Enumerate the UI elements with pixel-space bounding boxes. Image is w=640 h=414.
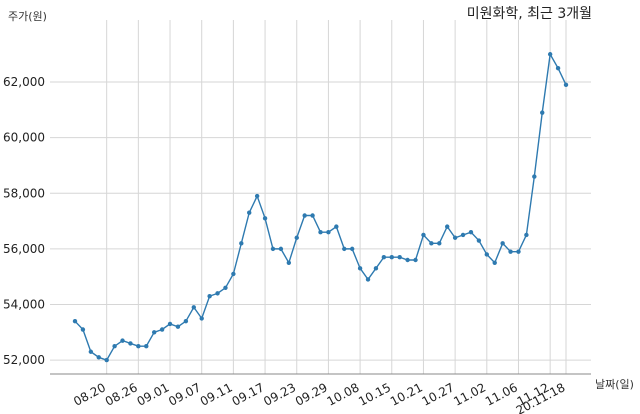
x-tick-label: 08.26 [103,380,140,408]
x-tick-label: 09.07 [166,380,203,408]
price-point [397,255,402,260]
price-point [310,213,315,218]
price-point [120,338,125,343]
y-tick-label: 56,000 [3,242,45,256]
price-point [199,316,204,321]
x-tick-label: 10.27 [420,380,457,408]
y-tick-label: 54,000 [3,297,45,311]
price-point [389,255,394,260]
price-point [547,52,553,57]
price-point [88,349,94,354]
price-point [302,213,307,218]
price-point [429,241,434,246]
chart-title: 미원화학, 최근 3개월 [467,6,592,22]
y-axis-title: 주가(원) [8,10,47,23]
price-point [555,65,561,71]
price-point [128,341,133,346]
price-point [413,257,418,263]
y-tick-label: 52,000 [3,353,45,367]
x-tick-label: 10.21 [388,380,425,408]
price-point [294,235,299,240]
price-point [167,321,173,327]
price-point [476,238,482,243]
price-point [484,252,490,257]
price-point [254,193,260,199]
price-point [460,232,466,238]
x-tick-label: 09.01 [135,380,172,408]
vertical-gridlines [106,20,567,374]
price-point [326,229,331,235]
y-tick-label: 62,000 [3,75,45,89]
price-point [151,330,157,335]
price-point [286,260,292,265]
price-point [207,293,212,299]
y-tick-label: 58,000 [3,186,45,200]
x-tick-label: 09.23 [261,380,298,408]
price-point [270,246,276,252]
price-point [104,357,109,363]
price-point [136,343,141,349]
x-tick-label: 09.29 [293,380,330,408]
price-point [452,235,458,240]
price-point [516,249,521,254]
price-point [80,327,86,332]
y-tick-label: 60,000 [3,131,45,145]
price-point [468,229,474,235]
price-point [215,291,220,296]
price-point [175,324,181,329]
price-point [373,266,379,271]
x-tick-label: 11.02 [451,380,488,408]
price-point [532,174,537,179]
x-tick-label: 10.08 [325,380,362,408]
x-tick-label: 10.15 [356,380,393,408]
price-point [159,327,165,332]
price-point [357,266,363,271]
x-axis-ticks: 08.2008.2609.0109.0709.1109.1709.2309.29… [71,380,567,414]
price-point [231,271,236,277]
price-point [492,260,497,265]
price-point [112,343,117,349]
price-point [445,224,450,229]
price-point [318,229,323,235]
x-tick-label: 09.17 [230,380,267,408]
x-tick-label: 08.20 [71,380,108,408]
price-point [144,343,149,349]
price-line [74,52,567,361]
price-point [349,246,355,252]
price-point [72,318,78,324]
price-point [563,82,569,88]
price-point [183,318,189,324]
price-point [508,249,513,254]
x-tick-label: 09.11 [198,380,235,408]
price-series [72,52,569,363]
price-point [342,246,347,252]
price-point [381,255,387,260]
price-point [365,277,371,282]
price-point [191,305,196,310]
price-point [405,257,410,263]
price-point [96,355,101,360]
price-point [223,285,228,291]
x-axis-title: 날짜(일) [595,377,634,391]
price-point [500,241,505,246]
price-point [247,210,252,215]
price-point [278,246,284,252]
y-axis-ticks: 52,000 54,000 56,000 58,000 60,000 62,000 [3,75,45,367]
horizontal-gridlines [50,81,591,361]
price-point [334,224,339,229]
price-point [421,232,426,238]
price-point [540,110,545,115]
price-point [437,241,442,246]
price-point [262,216,268,221]
price-point [239,241,244,246]
price-point [524,232,529,238]
